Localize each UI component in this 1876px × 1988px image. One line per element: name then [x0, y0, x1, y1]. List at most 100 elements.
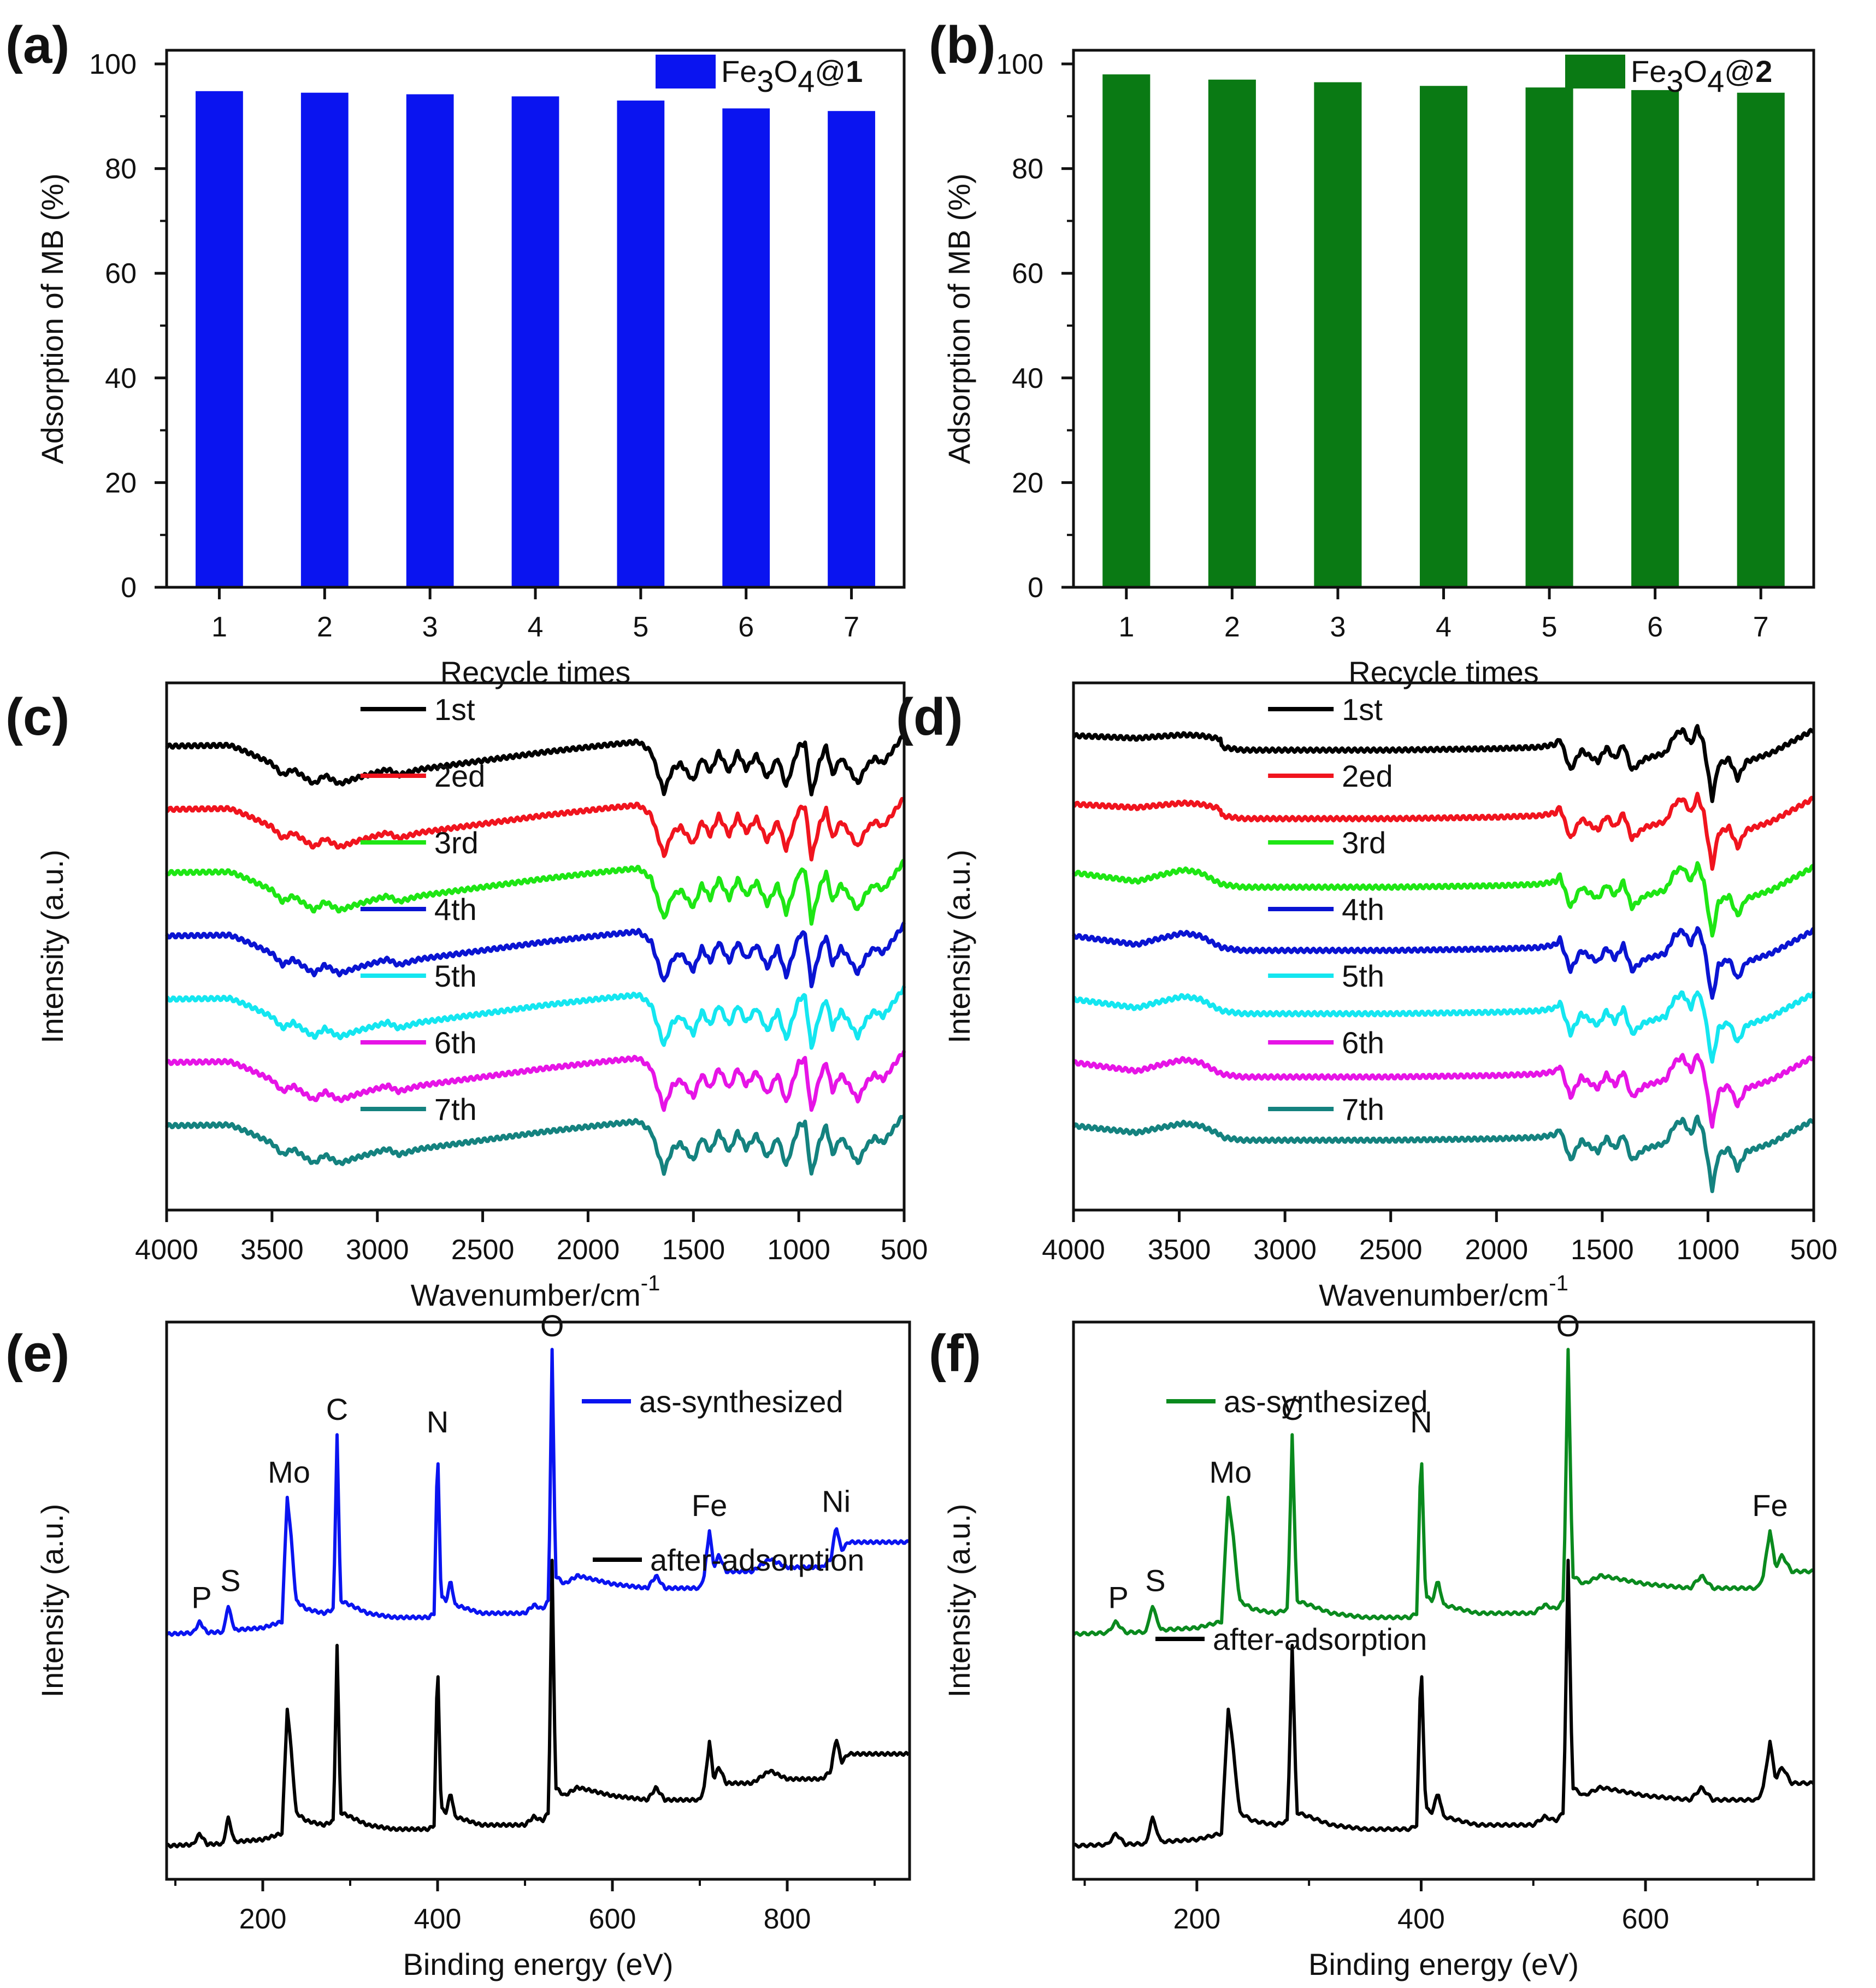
legend-label-c-4th: 4th [434, 892, 477, 927]
x-axis-title-c: Wavenumber/cm-1 [411, 1271, 660, 1312]
plot-frame-d [1072, 681, 1815, 1212]
plot-frame-e [165, 1320, 911, 1881]
panel-c: (c) 1st 2ed 3rd 4th 5th 6th 7th 4000 3500 3000 250… [5, 681, 928, 1312]
y-tick-label-b-0: 0 [1028, 572, 1043, 604]
x-tick-label-b-2: 2 [1224, 611, 1240, 643]
y-tick-label-a-80: 80 [105, 154, 137, 185]
y-tick-label-a-40: 40 [105, 363, 137, 394]
peak-label-e-P: P [191, 1580, 211, 1614]
legend-label-c-2ed: 2ed [434, 759, 485, 793]
legend-label-d-7th: 7th [1342, 1092, 1384, 1126]
panel-f: (f) P S Mo C N O Fe as-synthesized after-adsorpt… [929, 1308, 1815, 1981]
series-line-f-as-synthesized [1072, 1348, 1815, 1637]
bar-b-3 [1314, 82, 1362, 587]
bar-b-1 [1102, 74, 1151, 587]
x-tick-label-a-7: 7 [843, 611, 859, 643]
legend-sub2-b: 4 [1707, 64, 1724, 98]
x-tick-label-c-2500: 2500 [451, 1234, 515, 1266]
x-tick-label-d-2000: 2000 [1465, 1234, 1528, 1266]
y-axis-title-f: Intensity (a.u.) [942, 1504, 976, 1698]
peak-label-f-N: N [1410, 1405, 1432, 1439]
legend-label-d-3rd: 3rd [1342, 825, 1386, 860]
peak-label-f-C: C [1281, 1392, 1303, 1426]
legend-label-c-7th: 7th [434, 1092, 477, 1126]
legend-label-f-as-synthesized: as-synthesized [1224, 1384, 1428, 1419]
panel-label-d: (d) [896, 688, 963, 746]
x-tick-label-d-500: 500 [1790, 1234, 1838, 1266]
legend-label-c-6th: 6th [434, 1025, 477, 1060]
x-tick-label-c-3500: 3500 [240, 1234, 304, 1266]
y-tick-label-b-80: 80 [1012, 154, 1043, 185]
x-tick-label-a-3: 3 [422, 611, 438, 643]
legend-fe-b: Fe [1631, 54, 1666, 89]
legend-at-b: @ [1724, 54, 1755, 89]
legend-label-a: Fe3O4@1 [721, 54, 863, 98]
legend-o-a: O [774, 54, 798, 89]
x-tick-label-a-2: 2 [317, 611, 333, 643]
series-line-d-5th [1072, 990, 1816, 1064]
series-line-c-7th [164, 1114, 906, 1176]
x-tick-label-b-4: 4 [1436, 611, 1452, 643]
x-tick-label-d-1000: 1000 [1677, 1234, 1740, 1266]
y-tick-label-a-100: 100 [89, 49, 137, 80]
legend-label-c-1st: 1st [434, 692, 475, 727]
panel-label-c: (c) [5, 688, 69, 746]
series-line-d-3rd [1071, 861, 1815, 938]
x-tick-label-a-1: 1 [211, 611, 227, 643]
legend-o-b: O [1684, 54, 1708, 89]
x-tick-label-f-200: 200 [1173, 1903, 1220, 1935]
y-axis-title-b: Adsorption of MB (%) [942, 173, 976, 464]
y-tick-label-a-20: 20 [105, 467, 137, 499]
legend-label-d-4th: 4th [1342, 892, 1384, 927]
legend-label-c-3rd: 3rd [434, 825, 479, 860]
legend-label-d-5th: 5th [1342, 959, 1384, 993]
bar-a-1 [196, 91, 243, 588]
series-line-d-2ed [1072, 792, 1815, 871]
x-tick-label-d-3000: 3000 [1253, 1234, 1317, 1266]
series-line-d-1st [1072, 724, 1815, 804]
legend-at-a: @ [815, 54, 846, 89]
x-tick-label-b-3: 3 [1330, 611, 1346, 643]
peak-label-f-Mo: Mo [1210, 1455, 1252, 1489]
legend-label-d-6th: 6th [1342, 1025, 1384, 1060]
panel-label-a: (a) [5, 16, 69, 74]
x-axis-title-sup-c: -1 [641, 1271, 660, 1295]
y-axis-title-a: Adsorption of MB (%) [35, 173, 69, 464]
x-tick-label-c-2000: 2000 [557, 1234, 620, 1266]
legend-sub2-a: 4 [798, 64, 815, 98]
x-tick-label-c-1000: 1000 [767, 1234, 830, 1266]
x-tick-label-d-4000: 4000 [1042, 1234, 1105, 1266]
series-line-f-after-adsorption [1072, 1559, 1815, 1849]
y-axis-title-d: Intensity (a.u.) [942, 850, 976, 1043]
x-tick-label-b-5: 5 [1542, 611, 1558, 643]
y-tick-label-b-100: 100 [996, 49, 1043, 80]
panel-label-e: (e) [5, 1324, 69, 1383]
series-line-c-6th [165, 1050, 906, 1112]
series-line-d-6th [1072, 1053, 1816, 1129]
legend-label-d-2ed: 2ed [1342, 759, 1393, 793]
series-line-d-4th [1071, 926, 1815, 1000]
legend-bold-b: 2 [1755, 54, 1772, 89]
series-line-e-as-synthesized [165, 1348, 910, 1637]
panel-e: (e) P S Mo C N O Fe Ni as-synthesized after-adsor… [5, 1308, 911, 1981]
series-line-c-2ed [166, 797, 905, 862]
panel-label-f: (f) [929, 1324, 981, 1383]
peak-label-e-O: O [540, 1308, 564, 1343]
x-axis-title-d: Wavenumber/cm-1 [1319, 1271, 1568, 1312]
legend-label-c-5th: 5th [434, 959, 477, 993]
x-tick-label-e-800: 800 [764, 1903, 811, 1935]
panel-label-b: (b) [929, 16, 996, 74]
peak-label-f-Fe: Fe [1752, 1488, 1787, 1523]
peak-label-e-Fe: Fe [692, 1488, 727, 1523]
legend-swatch-b [1565, 55, 1625, 89]
x-tick-label-b-7: 7 [1753, 611, 1769, 643]
y-tick-label-a-60: 60 [105, 258, 137, 290]
legend-fe-a: Fe [721, 54, 757, 89]
bar-a-3 [406, 94, 454, 588]
legend-sub1-a: 3 [757, 64, 774, 98]
series-line-c-4th [165, 922, 906, 988]
y-tick-label-b-60: 60 [1012, 258, 1043, 290]
legend-sub1-b: 3 [1666, 64, 1683, 98]
x-tick-label-b-6: 6 [1647, 611, 1663, 643]
